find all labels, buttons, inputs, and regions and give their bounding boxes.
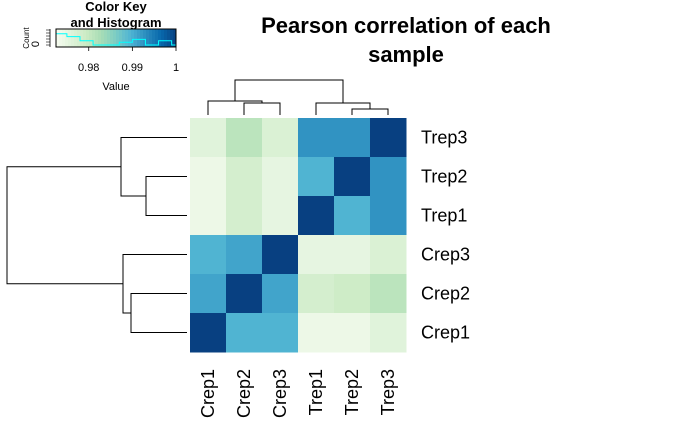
heatmap-cell-Trep1-Trep2 xyxy=(334,196,371,236)
heatmap-cell-Crep2-Trep2 xyxy=(334,274,371,314)
color-key-title-line-2: and Histogram xyxy=(70,15,161,30)
heatmap-cell-Crep3-Crep3 xyxy=(262,235,299,275)
column-label-Trep2: Trep2 xyxy=(342,369,362,415)
row-dendrogram-branch xyxy=(145,176,187,216)
color-key-y-axis: Count 0 xyxy=(22,27,51,49)
color-key-histogram xyxy=(55,33,176,46)
heatmap-cell-Crep1-Crep1 xyxy=(190,313,227,353)
heatmap-cell-Trep3-Trep3 xyxy=(370,118,407,158)
heatmap-cell-Crep1-Crep3 xyxy=(262,313,299,353)
column-dendrogram-branch xyxy=(243,102,281,115)
heatmap-cell-Crep3-Trep2 xyxy=(334,235,371,275)
color-key-x-tick-label: 0.99 xyxy=(122,62,143,74)
color-key-gradient xyxy=(56,29,177,47)
row-dendrogram-branch xyxy=(122,254,187,314)
color-key-y-tick-label: 0 xyxy=(30,41,42,47)
heatmap-cell-Crep3-Crep1 xyxy=(190,235,227,275)
color-key-x-tick-label: 1 xyxy=(173,62,179,74)
color-key-x-axis: 0.98 0.99 1 xyxy=(78,46,179,74)
row-label-Crep2: Crep2 xyxy=(421,284,470,304)
color-key-x-tick-label: 0.98 xyxy=(78,62,99,74)
heatmap-cell-Crep2-Trep1 xyxy=(298,274,335,314)
column-label-Trep3: Trep3 xyxy=(378,369,398,415)
row-label-Crep1: Crep1 xyxy=(421,323,470,343)
heatmap-cell-Trep2-Crep1 xyxy=(190,157,227,197)
heatmap-cell-Trep3-Crep2 xyxy=(226,118,263,158)
heatmap-cell-Crep3-Crep2 xyxy=(226,235,263,275)
row-dendrogram-branch xyxy=(130,293,187,333)
heatmap-cell-Trep1-Trep3 xyxy=(370,196,407,236)
row-label-Trep2: Trep2 xyxy=(421,167,467,187)
heatmap-cell-Crep2-Crep1 xyxy=(190,274,227,314)
row-label-Trep1: Trep1 xyxy=(421,206,467,226)
heatmap-cell-Crep1-Trep3 xyxy=(370,313,407,353)
column-labels: Crep1 Crep2 Crep3 Trep1 Trep2 Trep3 xyxy=(198,369,398,418)
chart-title-line-2: sample xyxy=(368,42,444,67)
column-dendrogram-branch xyxy=(351,108,389,115)
row-label-Crep3: Crep3 xyxy=(421,245,470,265)
column-label-Crep2: Crep2 xyxy=(234,369,254,418)
heatmap-cell-Crep2-Crep3 xyxy=(262,274,299,314)
heatmap-cell-Trep2-Trep2 xyxy=(334,157,371,197)
column-dendrogram-branch xyxy=(234,79,344,103)
color-key-xlabel: Value xyxy=(102,81,129,93)
row-dendrogram-branch xyxy=(120,137,187,197)
heatmap-cell-Trep1-Crep2 xyxy=(226,196,263,236)
heatmap-cell-Trep2-Trep3 xyxy=(370,157,407,197)
row-dendrogram-branch xyxy=(6,166,123,285)
heatmap-cell-Crep1-Trep1 xyxy=(298,313,335,353)
heatmap-cell-Trep3-Crep3 xyxy=(262,118,299,158)
row-dendrogram xyxy=(6,137,187,333)
heatmap-cell-Crep1-Trep2 xyxy=(334,313,371,353)
color-key-title-line-1: Color Key xyxy=(85,0,147,14)
heatmap-cell-Trep3-Crep1 xyxy=(190,118,227,158)
column-label-Trep1: Trep1 xyxy=(306,369,326,415)
row-label-Trep3: Trep3 xyxy=(421,128,467,148)
chart-title: Pearson correlation of each sample xyxy=(261,13,551,67)
heatmap-cell-Trep2-Crep3 xyxy=(262,157,299,197)
color-key: Color Key and Histogram 0.98 0.99 1 Value … xyxy=(22,0,179,93)
heatmap-cell-Crep1-Crep2 xyxy=(226,313,263,353)
heatmap-cell-Crep3-Trep3 xyxy=(370,235,407,275)
heatmap-cell-Trep2-Trep1 xyxy=(298,157,335,197)
heatmap-cell-Trep1-Crep3 xyxy=(262,196,299,236)
column-dendrogram xyxy=(207,79,389,115)
heatmap-cell-Crep3-Trep1 xyxy=(298,235,335,275)
heatmap-cell-Trep3-Trep1 xyxy=(298,118,335,158)
heatmap-cell-Crep2-Crep2 xyxy=(226,274,263,314)
row-labels: Trep3 Trep2 Trep1 Crep3 Crep2 Crep1 xyxy=(421,128,470,343)
heatmap-cell-Trep2-Crep2 xyxy=(226,157,263,197)
heatmap-cell-Crep2-Trep3 xyxy=(370,274,407,314)
chart-title-line-1: Pearson correlation of each xyxy=(261,13,551,38)
column-label-Crep3: Crep3 xyxy=(270,369,290,418)
column-label-Crep1: Crep1 xyxy=(198,369,218,418)
color-key-ylabel: Count xyxy=(22,27,31,49)
heatmap-cells xyxy=(190,118,407,353)
heatmap-cell-Trep3-Trep2 xyxy=(334,118,371,158)
heatmap-cell-Trep1-Trep1 xyxy=(298,196,335,236)
heatmap-cell-Trep1-Crep1 xyxy=(190,196,227,236)
